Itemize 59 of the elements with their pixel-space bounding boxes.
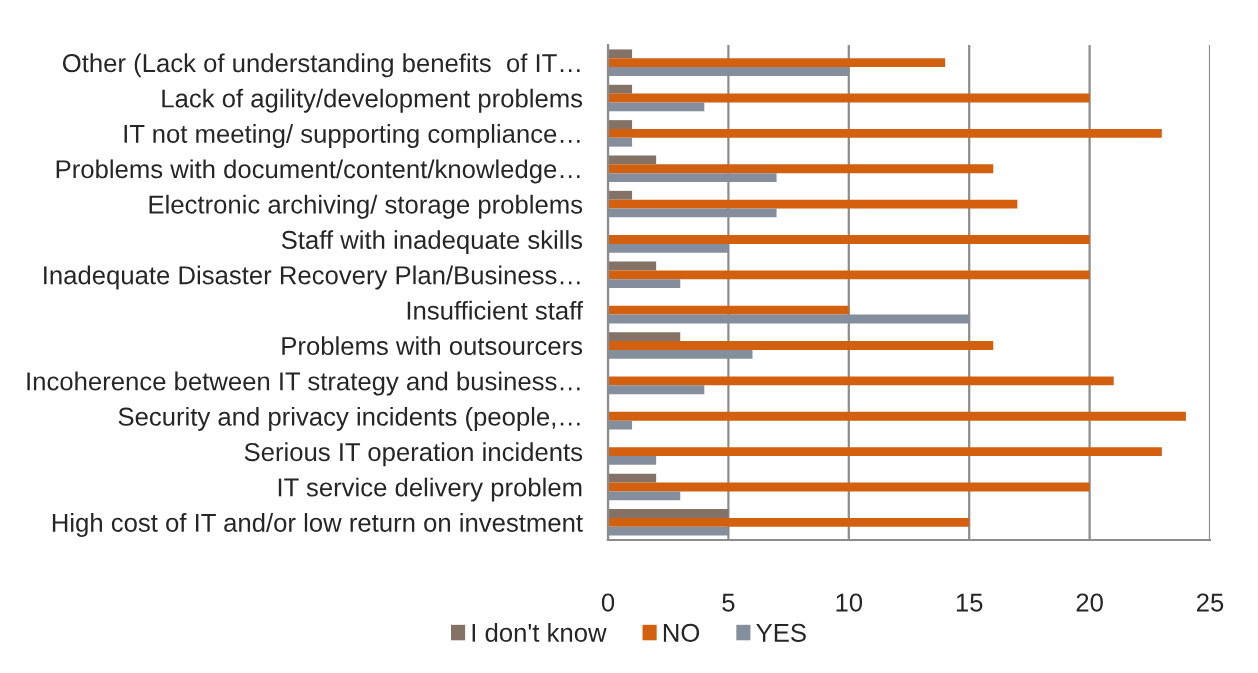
bar xyxy=(608,526,729,536)
bar xyxy=(608,456,657,465)
bar xyxy=(608,482,1090,492)
y-tick-label: Electronic archiving/ storage problems xyxy=(149,194,583,219)
bar xyxy=(608,517,970,527)
bar xyxy=(608,411,1186,421)
legend-label: I don't know xyxy=(472,623,607,642)
x-tick-label: 5 xyxy=(722,593,735,612)
y-tick-label: Incoherence between IT strategy and business… xyxy=(27,371,580,396)
bar xyxy=(608,243,729,253)
x-tick-label: 15 xyxy=(956,593,983,612)
bar xyxy=(608,332,681,342)
bar xyxy=(608,208,777,218)
bar xyxy=(608,235,1090,244)
bar xyxy=(608,314,970,324)
y-tick-label: Insufficient staff xyxy=(407,300,584,320)
bar xyxy=(608,173,777,183)
x-tick-label: 0 xyxy=(601,593,615,612)
x-tick-label: 20 xyxy=(1076,593,1103,612)
bar xyxy=(608,190,633,200)
y-tick-label: High cost of IT and/or low return on investment xyxy=(52,513,583,537)
bar xyxy=(608,473,657,483)
y-tick-label: Inadequate Disaster Recovery Plan/Business… xyxy=(44,265,580,290)
y-tick-label: Security and privacy incidents (people,… xyxy=(118,406,580,431)
bar xyxy=(608,349,753,359)
bar xyxy=(608,164,994,174)
bar xyxy=(608,102,705,112)
bar xyxy=(608,447,1162,457)
x-tick-label: 10 xyxy=(836,593,863,612)
bar xyxy=(608,49,633,59)
y-tick-label: Staff with inadequate skills xyxy=(281,230,583,255)
bar xyxy=(608,128,1162,138)
y-tick-label: Lack of agility/development problems xyxy=(162,88,583,113)
bar xyxy=(608,120,633,129)
bar xyxy=(608,137,633,147)
bar xyxy=(608,199,1018,209)
y-tick-label: Serious IT operation incidents xyxy=(244,442,583,467)
y-tick-label: Problems with document/content/knowledge… xyxy=(56,159,580,184)
bar xyxy=(608,67,849,76)
bar xyxy=(608,58,946,68)
legend-label: YES xyxy=(756,623,806,642)
bar xyxy=(608,385,705,395)
bar xyxy=(608,270,1090,280)
bar xyxy=(608,155,657,165)
bar xyxy=(608,279,681,289)
x-tick-label: 25 xyxy=(1197,593,1224,612)
y-tick-label: Problems with outsourcers xyxy=(282,336,583,356)
bar xyxy=(608,491,681,501)
bar xyxy=(608,84,633,94)
legend-label: NO xyxy=(663,623,700,642)
y-tick-label: IT service delivery problem xyxy=(278,477,582,502)
bar xyxy=(608,420,633,430)
bar xyxy=(608,509,729,518)
y-tick-label: IT not meeting/ supporting compliance… xyxy=(124,124,580,149)
bar xyxy=(608,341,994,350)
bar xyxy=(608,376,1114,386)
bar xyxy=(608,305,849,315)
y-tick-label: Other (Lack of understanding benefits of IT… xyxy=(62,53,580,78)
bar xyxy=(608,93,1090,103)
